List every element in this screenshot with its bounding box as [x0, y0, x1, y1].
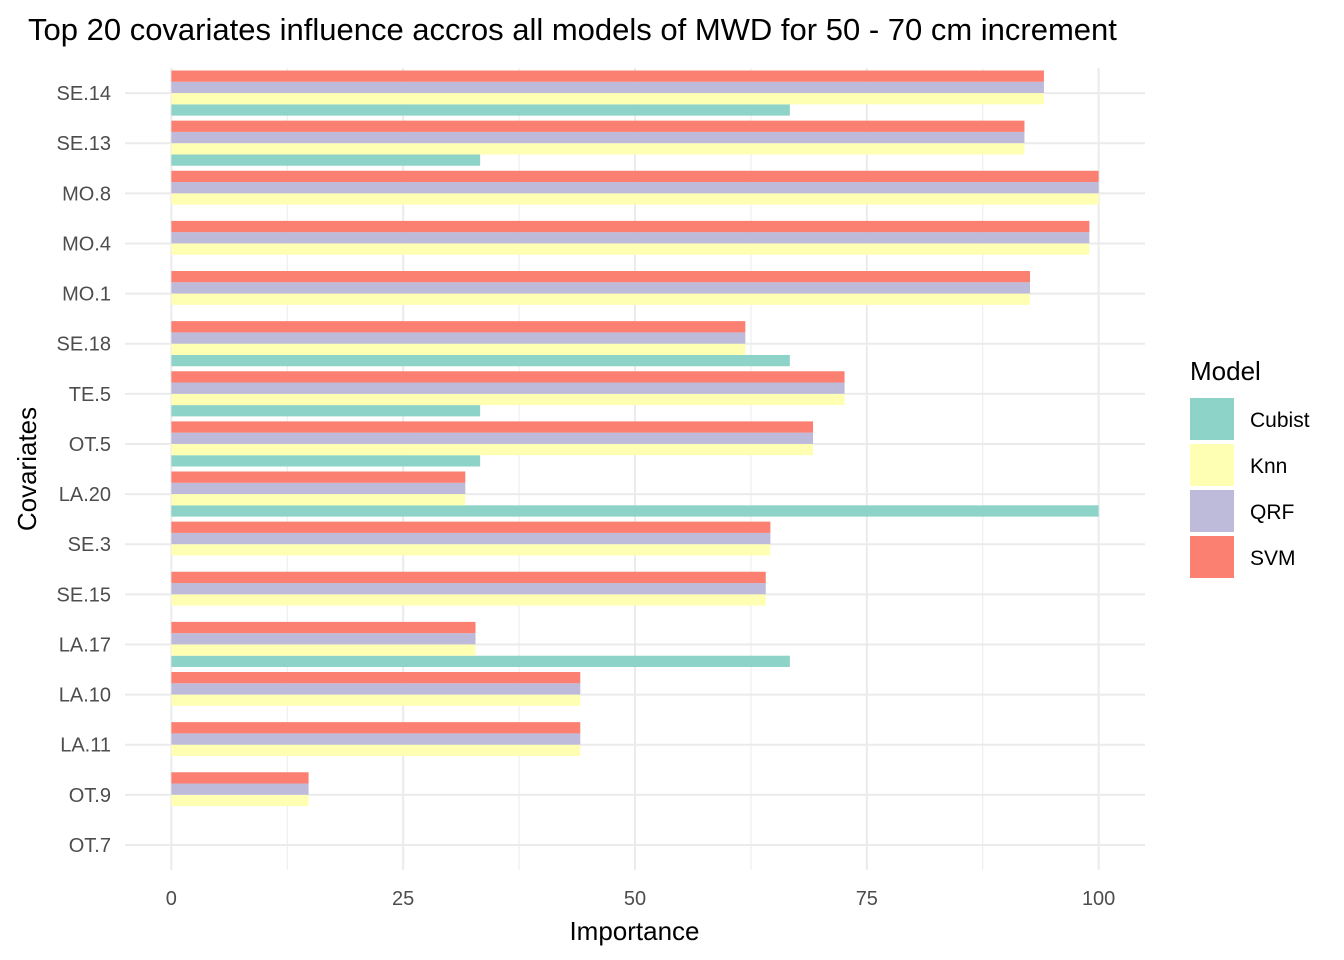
- bar-knn-se-18: [171, 343, 746, 355]
- y-tick-label: MO.8: [62, 183, 111, 205]
- bar-qrf-mo-8: [171, 182, 1099, 194]
- legend-key-qrf: [1190, 490, 1234, 532]
- x-tick-label: 100: [1082, 888, 1115, 910]
- bar-qrf-te-5: [171, 382, 845, 394]
- bar-knn-mo-8: [171, 193, 1099, 205]
- bar-qrf-se-15: [171, 583, 766, 595]
- bar-qrf-se-3: [171, 532, 771, 545]
- bar-qrf-la-10: [171, 683, 581, 695]
- legend-key-svm: [1190, 536, 1234, 578]
- bar-qrf-se-18: [171, 332, 746, 344]
- chart-title: Top 20 covariates influence accros all m…: [28, 12, 1117, 47]
- bar-svm-ot-9: [171, 772, 309, 784]
- bar-svm-se-18: [171, 321, 746, 333]
- legend-label-knn: Knn: [1250, 455, 1287, 478]
- bar-qrf-mo-1: [171, 282, 1031, 294]
- bar-qrf-se-13: [171, 131, 1025, 144]
- bar-cubist-se-14: [171, 104, 790, 116]
- y-tick-label: SE.13: [57, 133, 111, 155]
- bar-knn-se-13: [171, 143, 1025, 155]
- bar-svm-se-13: [171, 120, 1025, 132]
- bar-knn-ot-9: [171, 794, 309, 807]
- bar-qrf-ot-9: [171, 783, 309, 795]
- y-tick-label: LA.11: [60, 735, 111, 757]
- bar-svm-mo-4: [171, 220, 1090, 233]
- bar-qrf-la-20: [171, 482, 466, 495]
- y-tick-label: OT.5: [69, 434, 111, 456]
- y-tick-label: SE.3: [68, 534, 111, 556]
- bar-svm-se-15: [171, 571, 766, 584]
- x-tick-labels: 0 25 50 75 100: [166, 888, 1116, 910]
- bar-knn-la-20: [171, 494, 466, 506]
- bar-cubist-se-18: [171, 354, 790, 367]
- x-tick-label: 25: [392, 888, 414, 910]
- bars: [171, 70, 1099, 807]
- bar-knn-la-10: [171, 694, 581, 706]
- bar-svm-te-5: [171, 371, 845, 383]
- y-tick-label: OT.9: [69, 785, 111, 807]
- bar-svm-la-17: [171, 621, 476, 634]
- y-tick-label: TE.5: [69, 384, 111, 406]
- bar-svm-la-20: [171, 471, 466, 483]
- y-tick-label: SE.14: [57, 83, 111, 105]
- bar-cubist-se-13: [171, 154, 481, 166]
- bar-knn-te-5: [171, 393, 845, 406]
- bar-svm-se-3: [171, 521, 771, 533]
- y-tick-label: OT.7: [69, 835, 111, 857]
- bar-svm-ot-5: [171, 421, 814, 433]
- y-tick-label: SE.18: [57, 334, 111, 356]
- y-tick-label: LA.17: [59, 634, 111, 656]
- legend-key-cubist: [1190, 398, 1234, 440]
- bar-knn-mo-4: [171, 243, 1090, 255]
- legend-label-cubist: Cubist: [1250, 409, 1310, 432]
- x-tick-label: 75: [856, 888, 878, 910]
- bar-cubist-ot-5: [171, 455, 481, 467]
- bar-svm-la-11: [171, 722, 581, 734]
- bar-knn-se-3: [171, 544, 771, 556]
- bar-knn-se-15: [171, 594, 766, 606]
- bar-knn-ot-5: [171, 443, 814, 456]
- bar-svm-la-10: [171, 672, 581, 684]
- bar-knn-la-11: [171, 744, 581, 756]
- bar-svm-mo-8: [171, 170, 1099, 183]
- legend: Model Cubist Knn QRF SVM: [1190, 356, 1310, 578]
- legend-key-knn: [1190, 444, 1234, 486]
- bar-knn-se-14: [171, 93, 1044, 105]
- bar-cubist-la-20: [171, 505, 1099, 517]
- y-tick-label: SE.15: [57, 584, 111, 606]
- legend-title: Model: [1190, 356, 1261, 386]
- bar-svm-se-14: [171, 70, 1044, 82]
- y-tick-label: MO.1: [62, 284, 111, 306]
- bar-qrf-la-11: [171, 733, 581, 745]
- legend-label-qrf: QRF: [1250, 501, 1294, 524]
- y-tick-label: LA.20: [59, 484, 111, 506]
- bar-qrf-ot-5: [171, 432, 814, 444]
- bar-cubist-la-17: [171, 655, 790, 667]
- x-tick-label: 0: [166, 888, 177, 910]
- bar-svm-mo-1: [171, 271, 1031, 283]
- legend-label-svm: SVM: [1250, 547, 1296, 570]
- bar-cubist-te-5: [171, 405, 481, 417]
- bar-qrf-la-17: [171, 633, 476, 645]
- y-tick-labels: SE.14 SE.13 MO.8 MO.4 MO.1 SE.18 TE.5 OT.5 LA.20…: [57, 83, 111, 857]
- bar-qrf-se-14: [171, 81, 1044, 94]
- x-tick-label: 50: [624, 888, 646, 910]
- x-axis-title: Importance: [569, 916, 699, 946]
- y-tick-label: MO.4: [62, 233, 111, 255]
- bar-knn-la-17: [171, 644, 476, 656]
- bar-knn-mo-1: [171, 293, 1031, 305]
- y-axis-title: Covariates: [12, 407, 42, 531]
- y-tick-label: LA.10: [59, 685, 111, 707]
- bar-qrf-mo-4: [171, 232, 1090, 244]
